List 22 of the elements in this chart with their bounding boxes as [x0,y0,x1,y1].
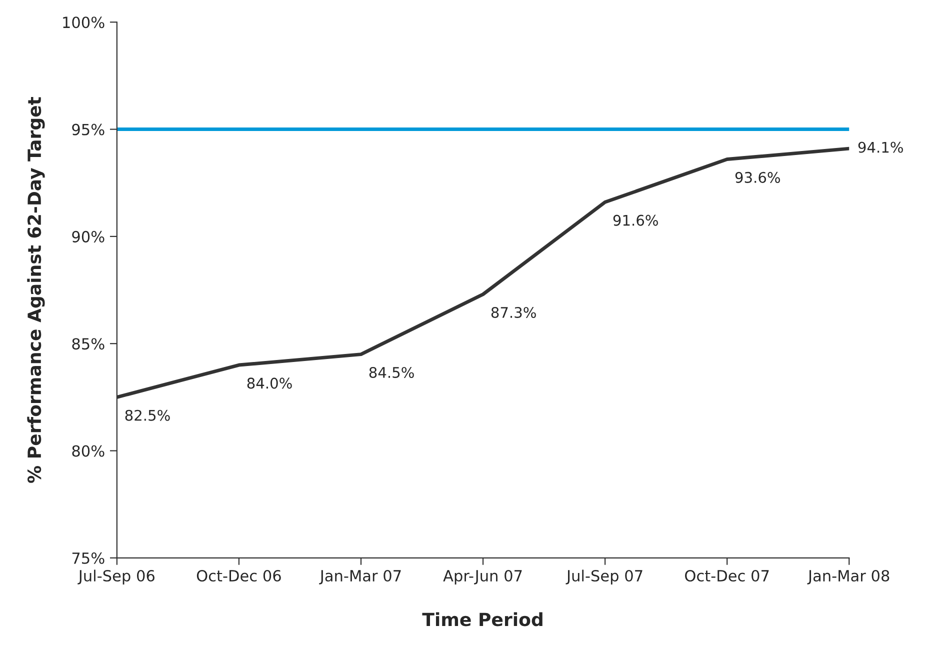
data-label: 84.5% [369,366,414,378]
y-tick-label: 100% [63,16,104,28]
data-label: 93.6% [735,172,780,183]
y-tick-label: 75% [72,552,104,564]
x-tick-label: Jan-Mar 08 [807,570,890,584]
data-label: 87.3% [491,306,536,318]
y-tick-label: 95% [72,124,104,136]
x-tick-label: Jul-Sep 06 [78,570,154,584]
x-tick-label: Jan-Mar 07 [319,570,401,584]
y-axis-title: % Performance Against 62-Day Target [27,96,45,483]
x-tick-label: Oct-Dec 07 [685,570,769,582]
data-label: 82.5% [125,410,170,421]
y-tick-label: 85% [72,338,104,350]
data-label: 94.1% [858,142,903,153]
y-tick-label: 80% [72,445,104,457]
data-label: 84.0% [247,378,292,389]
x-tick-label: Oct-Dec 06 [196,570,281,582]
x-axis-title: Time Period [422,612,542,626]
x-tick-label: Apr-Jun 07 [443,570,522,584]
x-tick-label: Jul-Sep 07 [566,570,642,584]
y-tick-label: 90% [72,230,104,242]
data-label: 91.6% [613,214,658,226]
